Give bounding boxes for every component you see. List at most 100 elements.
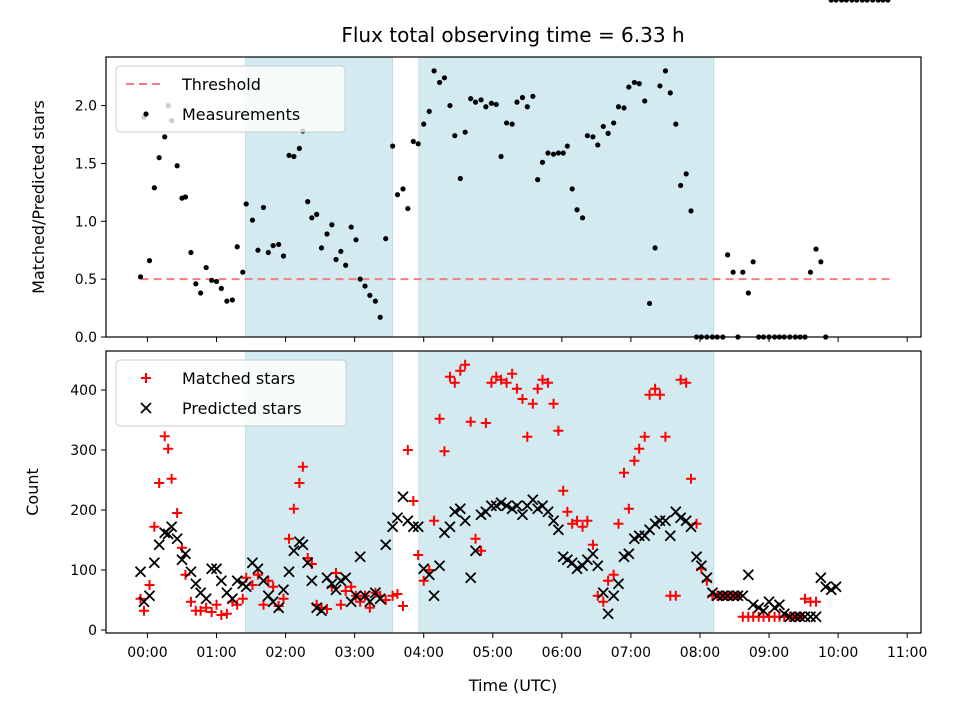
top-dot-point bbox=[324, 231, 330, 237]
top-y-tick-label: 1.0 bbox=[75, 214, 97, 230]
bottom-plus-point bbox=[387, 590, 398, 601]
top-legend-swatch bbox=[143, 111, 149, 117]
bottom-plus-point bbox=[201, 602, 212, 613]
top-dot-point bbox=[377, 314, 383, 320]
x-tick-label: 03:00 bbox=[334, 645, 374, 661]
bottom-x-point bbox=[773, 599, 786, 611]
x-tick-label: 09:00 bbox=[749, 645, 789, 661]
top-dot-point bbox=[452, 133, 458, 139]
top-dot-point bbox=[535, 177, 541, 183]
top-dot-point bbox=[260, 204, 267, 211]
bottom-x-point bbox=[134, 566, 147, 578]
chart-title: Flux total observing time = 6.33 h bbox=[341, 23, 684, 47]
top-dot-point bbox=[291, 153, 297, 160]
top-y-tick-label: 1.5 bbox=[75, 156, 97, 172]
top-dot-point bbox=[642, 98, 648, 104]
top-dot-point bbox=[849, 0, 855, 3]
top-dot-point bbox=[662, 68, 669, 74]
bottom-plus-point bbox=[522, 431, 533, 442]
top-dot-point bbox=[249, 217, 256, 223]
bottom-plus-point bbox=[211, 599, 222, 610]
top-dot-point bbox=[286, 152, 292, 158]
bottom-y-tick-label: 300 bbox=[70, 443, 97, 459]
top-dot-point bbox=[405, 205, 411, 212]
bottom-plus-point bbox=[465, 416, 476, 427]
x-tick-labels: 00:00 01:00 02:00 03:00 04:00 05:00 06:00 07:00… bbox=[127, 645, 927, 661]
top-dot-point bbox=[636, 81, 642, 87]
bottom-x-point bbox=[350, 590, 362, 602]
bottom-plus-point bbox=[511, 383, 522, 394]
top-dot-point bbox=[595, 142, 601, 148]
top-dot-point bbox=[390, 143, 396, 149]
top-dot-point bbox=[305, 199, 311, 205]
top-dot-point bbox=[519, 94, 526, 101]
bottom-x-point bbox=[374, 593, 386, 605]
bottom-legend-swatch bbox=[141, 373, 151, 383]
top-dot-point bbox=[234, 244, 240, 250]
bottom-plus-point bbox=[634, 443, 645, 454]
top-dot-point bbox=[564, 143, 570, 149]
top-y-tick-label: 0.0 bbox=[75, 330, 97, 346]
top-dot-point bbox=[626, 84, 632, 90]
bottom-x-point bbox=[326, 578, 338, 590]
bottom-x-point bbox=[449, 506, 461, 518]
top-dot-point bbox=[870, 0, 876, 3]
top-dot-point bbox=[472, 99, 479, 105]
top-dot-point bbox=[885, 0, 891, 3]
top-dot-point bbox=[229, 297, 235, 303]
bottom-x-point bbox=[597, 587, 609, 599]
top-y-tick-label: 0.5 bbox=[75, 272, 97, 288]
top-dot-point bbox=[615, 104, 622, 110]
bottom-plus-point bbox=[355, 596, 366, 607]
bottom-x-point bbox=[459, 515, 471, 527]
bottom-x-point bbox=[552, 524, 565, 536]
bottom-x-point bbox=[428, 590, 440, 602]
bottom-x-point bbox=[592, 560, 604, 572]
bottom-plus-point bbox=[532, 383, 543, 394]
top-dot-point bbox=[611, 120, 617, 126]
top-dot-point bbox=[864, 0, 870, 3]
top-y-axis-label: Matched/Predicted stars bbox=[29, 100, 48, 294]
x-tick-label: 01:00 bbox=[196, 645, 236, 661]
top-dot-point bbox=[383, 236, 389, 242]
bottom-x-point bbox=[444, 521, 456, 533]
top-dot-point bbox=[224, 298, 230, 304]
bottom-plus-point bbox=[439, 446, 450, 457]
bottom-x-point bbox=[179, 548, 192, 560]
bottom-plus-point bbox=[346, 581, 357, 592]
top-dot-point bbox=[137, 274, 144, 280]
top-dot-point bbox=[605, 130, 611, 136]
top-dot-point bbox=[688, 208, 694, 214]
bottom-plus-point bbox=[572, 515, 583, 526]
bottom-x-point bbox=[612, 578, 625, 590]
bottom-x-point bbox=[397, 491, 409, 503]
top-dot-point bbox=[545, 150, 551, 156]
top-dot-point bbox=[503, 120, 510, 126]
bottom-plus-point bbox=[537, 374, 548, 385]
top-dot-point bbox=[243, 201, 249, 207]
bottom-x-point bbox=[148, 557, 160, 569]
bottom-plus-point bbox=[216, 610, 227, 620]
bottom-x-point bbox=[789, 611, 801, 623]
bottom-plus-point bbox=[799, 593, 810, 604]
top-dot-point bbox=[678, 182, 684, 189]
top-dot-point bbox=[447, 102, 453, 109]
bottom-y-tick-label: 0 bbox=[88, 623, 97, 639]
bottom-x-point bbox=[623, 548, 635, 560]
bottom-plus-point bbox=[263, 575, 274, 586]
top-dot-point bbox=[410, 138, 416, 145]
bottom-x-point bbox=[176, 554, 188, 566]
top-legend: Threshold Measurements bbox=[115, 65, 346, 133]
top-plot-frame bbox=[105, 56, 922, 338]
bottom-plus-point bbox=[629, 455, 640, 466]
top-dot-point bbox=[436, 79, 443, 86]
top-dot-point bbox=[843, 0, 850, 3]
top-dot-point bbox=[198, 290, 204, 296]
bottom-plus-point bbox=[297, 461, 308, 472]
top-dot-point bbox=[156, 155, 162, 161]
bottom-plus-point bbox=[644, 389, 655, 400]
bottom-plus-point bbox=[138, 605, 149, 616]
top-dot-point bbox=[415, 141, 421, 147]
top-dot-point bbox=[818, 259, 824, 265]
top-dot-point bbox=[209, 277, 215, 283]
